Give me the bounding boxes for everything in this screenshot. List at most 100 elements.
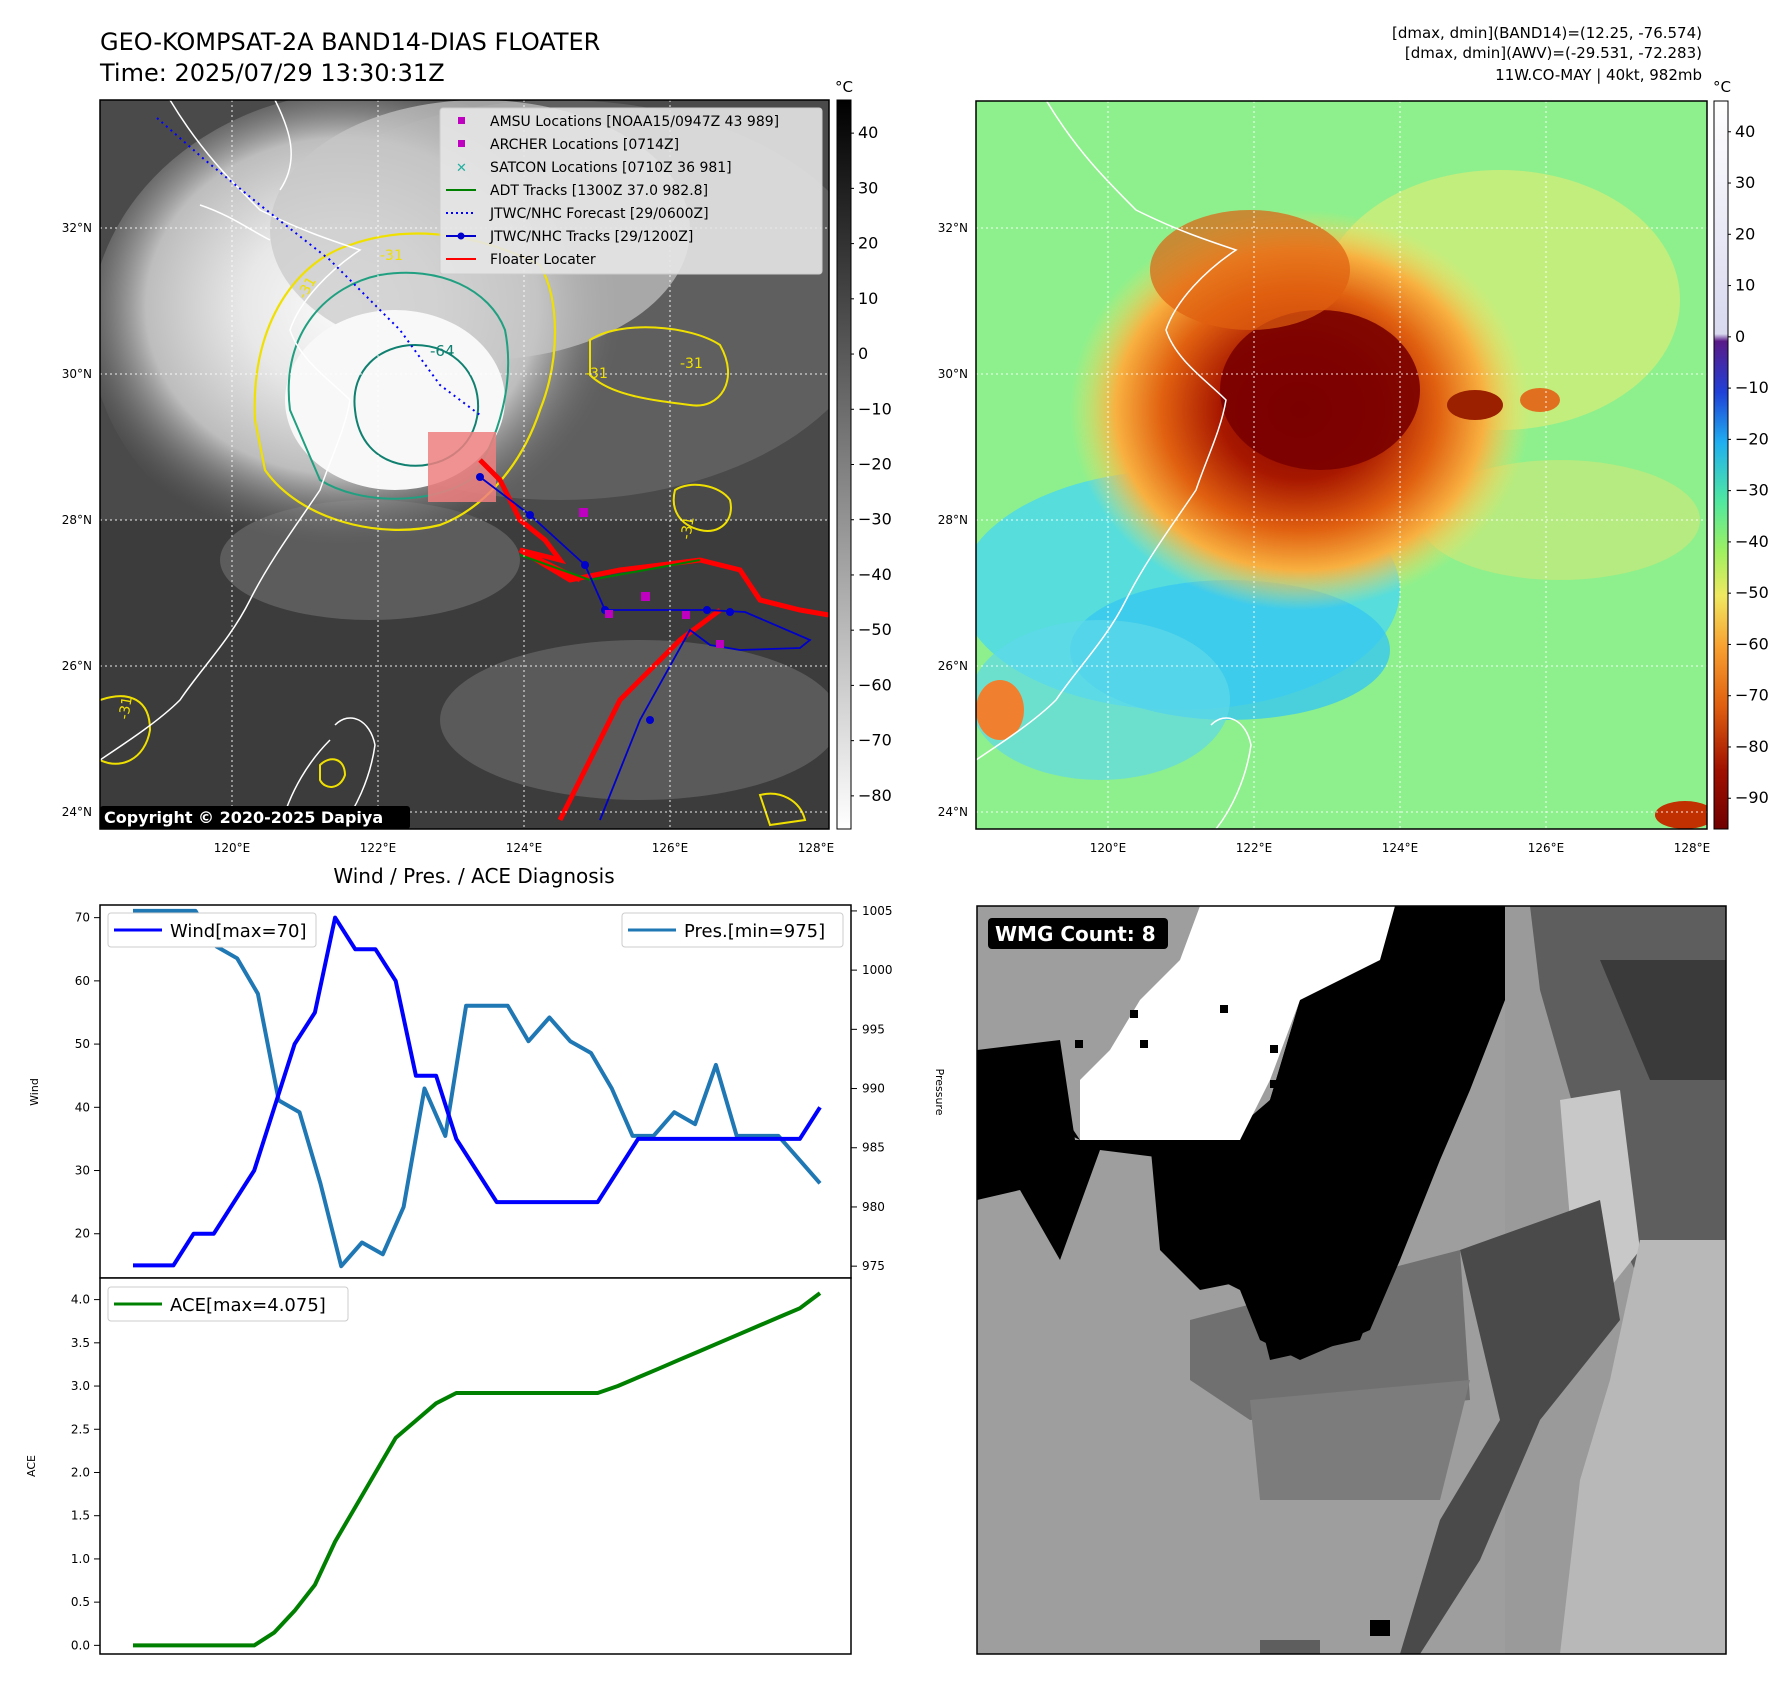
legend-floater: Floater Locater <box>490 252 596 268</box>
ace-axis-tick-label: 0.0 <box>71 1638 90 1652</box>
pressure-line <box>133 908 822 1269</box>
coastline-mainland <box>100 100 362 761</box>
diagnosis-title: Wind / Pres. / ACE Diagnosis <box>333 864 614 888</box>
wmg-count-label: WMG Count: 8 <box>995 922 1156 946</box>
pressure-axis-tick-label: 1005 <box>862 904 893 918</box>
pressure-axis-label: Pressure <box>933 1069 946 1116</box>
lat-tick: 32°N <box>938 221 968 235</box>
colorbar-left-tick-label: 0 <box>858 344 868 363</box>
legend-marker-amsu <box>458 117 465 124</box>
colorbar-right-tick-label: −50 <box>1735 583 1769 602</box>
colorbar-left-tick-label: 10 <box>858 289 878 308</box>
colorbar-right-tick-label: 10 <box>1735 276 1755 295</box>
map-legend: AMSU Locations [NOAA15/0947Z 43 989] ARC… <box>439 107 823 275</box>
legend-marker-satcon: ✕ <box>456 161 467 176</box>
coastline-korea-ext <box>199 100 292 241</box>
legend-marker-tracks-dot <box>457 232 465 240</box>
contour-yellow-bottom <box>319 758 807 827</box>
ace-chart: 4.0 3.5 3.0 2.5 2.0 1.5 1.0 0.5 0.0 ACE ACE[max=… <box>25 1277 852 1655</box>
contour-teal-inner <box>353 343 480 467</box>
colorbar-right-tick-label: 0 <box>1735 327 1745 346</box>
ace-axis-tick-label: 1.5 <box>71 1509 90 1523</box>
wind-axis-tick-label: 50 <box>75 1037 90 1051</box>
contour-yellow-sw <box>100 695 152 765</box>
wind-axis-tick-label: 70 <box>75 911 90 925</box>
colorbar-left-tick-label: −70 <box>858 731 892 750</box>
lon-tick: 120°E <box>1090 841 1127 855</box>
colorbar-left: °C 40 30 20 10 0 −10 −20 −30 −40 −50 −60 −70 −80 <box>835 78 892 830</box>
colorbar-right-tick-label: −20 <box>1735 429 1769 448</box>
lon-tick: 120°E <box>214 841 251 855</box>
colorbar-left-tick-label: −30 <box>858 510 892 529</box>
awv-gridlines <box>976 101 1707 829</box>
ace-axis-tick-label: 2.5 <box>71 1422 90 1436</box>
legend-amsu: AMSU Locations [NOAA15/0947Z 43 989] <box>490 114 779 130</box>
colorbar-left-unit: °C <box>835 78 853 96</box>
contour-label: -31 <box>380 248 403 264</box>
wind-axis-tick-label: 20 <box>75 1227 90 1241</box>
pressure-legend: Pres.[min=975] <box>621 912 844 948</box>
lon-tick: 126°E <box>652 841 689 855</box>
copyright-text: Copyright © 2020-2025 Dapiya <box>104 808 383 827</box>
legend-forecast: JTWC/NHC Forecast [29/0600Z] <box>489 206 709 222</box>
lat-tick: 28°N <box>62 513 92 527</box>
colorbar-right-unit: °C <box>1713 78 1731 96</box>
pressure-axis-tick-label: 980 <box>862 1200 885 1214</box>
lon-tick: 126°E <box>1528 841 1565 855</box>
wind-axis-tick-label: 40 <box>75 1100 90 1114</box>
lat-tick: 26°N <box>62 659 92 673</box>
info-awv: [dmax, dmin](AWV)=(-29.531, -72.283) <box>1405 44 1702 62</box>
colorbar-left-tick-label: −80 <box>858 786 892 805</box>
lat-tick: 26°N <box>938 659 968 673</box>
colorbar-left-tick-label: −60 <box>858 675 892 694</box>
info-band14: [dmax, dmin](BAND14)=(12.25, -76.574) <box>1392 24 1702 42</box>
ace-axis-tick-label: 2.0 <box>71 1465 90 1479</box>
ace-axis-tick-label: 1.0 <box>71 1552 90 1566</box>
ace-axis-tick-label: 3.5 <box>71 1336 90 1350</box>
lat-tick: 28°N <box>938 513 968 527</box>
ace-legend-label: ACE[max=4.075] <box>170 1295 326 1316</box>
ace-axis-tick-label: 0.5 <box>71 1595 90 1609</box>
contour-label: -31 <box>585 366 608 382</box>
colorbar-right-tick-label: 30 <box>1735 173 1755 192</box>
wind-pressure-chart: 70 60 50 40 30 20 1005 1000 995 990 985 980 975 Wind… <box>28 904 946 1279</box>
wind-line <box>133 915 822 1268</box>
colorbar-left-tick-label: 20 <box>858 234 878 253</box>
wind-axis-tick-label: 30 <box>75 1164 90 1178</box>
pressure-axis-tick-label: 990 <box>862 1082 885 1096</box>
lat-tick: 24°N <box>938 805 968 819</box>
colorbar-right-tick-label: −90 <box>1735 788 1769 807</box>
colorbar-right-tick-label: −80 <box>1735 737 1769 756</box>
ace-legend: ACE[max=4.075] <box>107 1286 349 1322</box>
wind-axis-label: Wind <box>28 1078 41 1106</box>
colorbar-right-tick-label: −10 <box>1735 378 1769 397</box>
colorbar-right-tick-label: 20 <box>1735 224 1755 243</box>
lon-tick: 124°E <box>506 841 543 855</box>
colorbar-right-tick-label: −70 <box>1735 686 1769 705</box>
wind-axis-tick-label: 60 <box>75 974 90 988</box>
wind-legend: Wind[max=70] <box>107 912 317 948</box>
legend-adt: ADT Tracks [1300Z 37.0 982.8] <box>490 183 708 199</box>
ace-axis-label: ACE <box>25 1455 38 1477</box>
colorbar-right-tick-label: −60 <box>1735 634 1769 653</box>
figure-title: GEO-KOMPSAT-2A BAND14-DIAS FLOATER <box>100 28 600 56</box>
legend-satcon: SATCON Locations [0710Z 36 981] <box>490 160 732 176</box>
contour-teal-main <box>287 271 510 500</box>
colorbar-left-tick-label: −20 <box>858 455 892 474</box>
colorbar-left-tick-label: −50 <box>858 620 892 639</box>
contour-yellow-east <box>589 326 730 407</box>
coastline-right <box>976 101 1252 829</box>
contour-label: -31 <box>680 356 703 372</box>
lon-tick: 128°E <box>1674 841 1711 855</box>
wind-legend-label: Wind[max=70] <box>170 921 307 942</box>
ace-axis-tick-label: 3.0 <box>71 1379 90 1393</box>
lon-tick: 122°E <box>1236 841 1273 855</box>
jtwc-track-points <box>476 473 734 724</box>
ir-map-panel: -31 -31 -31 -31 -31 -31 -64 AMSU Locatio… <box>62 99 834 855</box>
lat-tick: 30°N <box>938 367 968 381</box>
wmg-panel: WMG Count: 8 <box>976 905 1727 1655</box>
colorbar-right-tick-label: 40 <box>1735 122 1755 141</box>
pressure-axis-tick-label: 1000 <box>862 963 893 977</box>
jtwc-best-track <box>479 476 812 821</box>
